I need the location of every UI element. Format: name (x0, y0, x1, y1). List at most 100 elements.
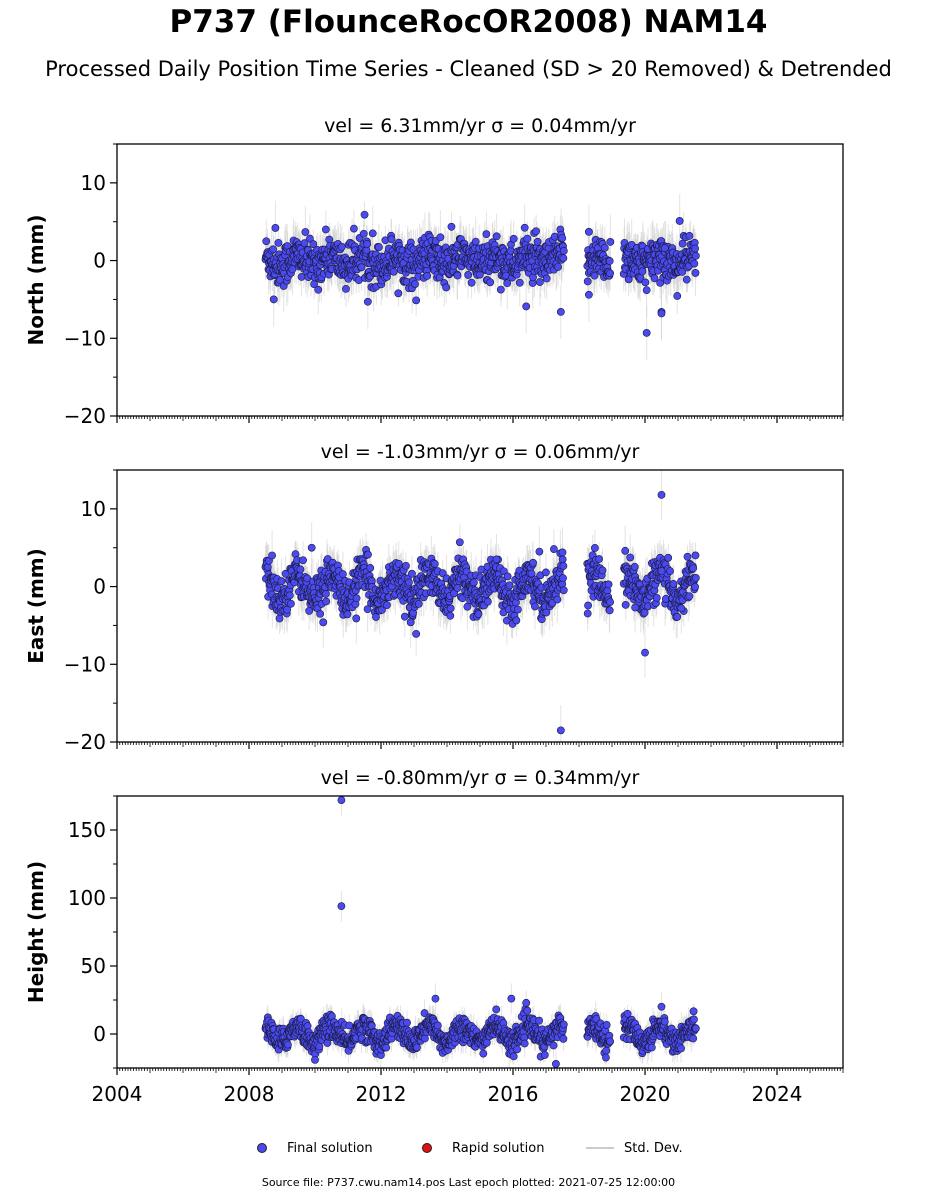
data-point (553, 595, 562, 604)
data-point (512, 616, 521, 625)
y-tick-label: 10 (81, 497, 106, 521)
data-point (314, 285, 323, 294)
data-point (542, 274, 551, 283)
data-point (641, 278, 650, 287)
data-point (394, 289, 403, 298)
data-point (339, 570, 347, 579)
data-point (285, 591, 294, 600)
data-point (621, 600, 630, 609)
data-point (554, 263, 562, 271)
chart-title: P737 (FlounceRocOR2008) NAM14 (169, 4, 768, 40)
data-point (515, 278, 524, 287)
data-point (605, 606, 614, 615)
data-point (590, 271, 599, 280)
data-point (542, 568, 550, 577)
data-point (350, 224, 358, 233)
data-point (598, 566, 607, 575)
data-point (268, 551, 276, 560)
data-point (469, 578, 478, 587)
data-point (583, 609, 592, 618)
data-point (368, 229, 377, 238)
data-point (372, 613, 380, 621)
data-point (505, 581, 514, 590)
data-point (595, 555, 603, 563)
data-point (471, 237, 480, 246)
data-point (300, 239, 309, 248)
data-point (321, 225, 330, 234)
data-point (352, 614, 361, 623)
data-point (558, 555, 567, 564)
data-point (652, 593, 661, 602)
data-point (296, 565, 305, 574)
y-axis-label: East (mm) (24, 548, 48, 664)
data-point (673, 292, 682, 300)
data-point (631, 603, 639, 612)
data-point (675, 217, 684, 225)
data-point (305, 606, 314, 615)
data-point (411, 280, 419, 288)
data-point (430, 559, 439, 568)
data-point (306, 234, 314, 243)
data-point (363, 605, 372, 614)
data-point (584, 601, 592, 610)
data-point (626, 553, 635, 562)
y-tick-label: −20 (64, 730, 106, 754)
data-point (585, 227, 593, 236)
data-point (464, 271, 473, 279)
data-point (360, 210, 369, 219)
data-point (275, 614, 284, 623)
data-point (412, 629, 421, 638)
panel-title: vel = -1.03mm/yr σ = 0.06mm/yr (321, 441, 640, 463)
data-point (359, 229, 368, 238)
data-point (271, 224, 280, 232)
data-point (446, 611, 455, 620)
data-point (438, 569, 447, 578)
data-point (262, 237, 271, 246)
data-point (307, 543, 316, 552)
data-point (535, 278, 544, 286)
data-point (641, 648, 649, 657)
data-point (532, 227, 540, 236)
y-tick-label: −20 (64, 404, 106, 428)
data-point (503, 572, 512, 581)
data-point (591, 544, 599, 552)
data-point (558, 548, 567, 557)
data-point (453, 584, 462, 592)
data-point (389, 267, 398, 276)
data-point (664, 553, 673, 562)
y-axis-label: Height (mm) (24, 861, 48, 1003)
data-point (375, 243, 383, 252)
data-point (529, 558, 537, 567)
data-point (316, 610, 325, 618)
data-point (606, 598, 614, 607)
data-point (682, 275, 691, 284)
data-point (406, 618, 415, 627)
data-point (605, 257, 614, 265)
data-point (556, 726, 565, 735)
data-point (683, 552, 692, 561)
data-point (277, 577, 286, 586)
data-point (363, 240, 372, 248)
data-point (503, 279, 512, 288)
data-point (660, 244, 669, 253)
data-point (383, 601, 391, 610)
data-point (414, 599, 423, 608)
data-point (400, 612, 409, 621)
data-point (691, 251, 700, 260)
data-point (691, 269, 700, 277)
data-point (542, 608, 551, 617)
data-point (455, 538, 464, 547)
data-point (606, 238, 615, 246)
data-point (352, 594, 361, 603)
data-point (405, 578, 413, 587)
y-tick-label: 0 (93, 575, 106, 599)
data-point (642, 286, 651, 295)
data-point (531, 602, 539, 611)
data-point (509, 234, 518, 243)
data-point (638, 267, 647, 276)
data-point (363, 297, 372, 306)
data-point (558, 234, 567, 242)
data-point (402, 561, 410, 570)
